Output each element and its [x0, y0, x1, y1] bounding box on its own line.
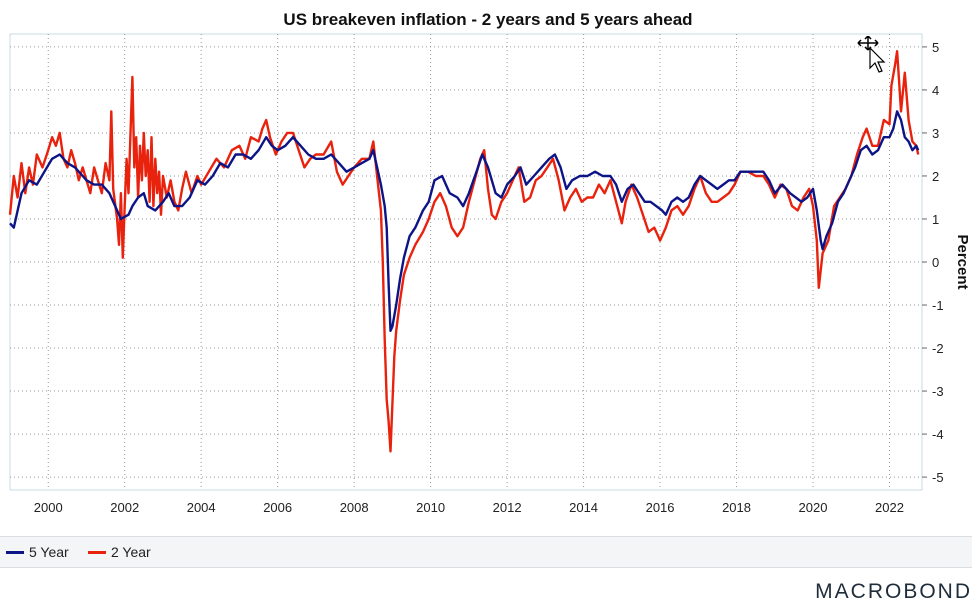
- x-tick-label: 2016: [646, 500, 675, 515]
- macrobond-logo: MACROBOND: [815, 580, 972, 603]
- y-tick-label: 3: [932, 126, 939, 141]
- gridlines: [10, 34, 922, 490]
- y-axis: 5 4 3 2 1 0 -1 -2 -3 -4 -5: [922, 40, 944, 485]
- x-axis: 2000 2002 2004 2006 2008 2010 2012 2014 2016 2018…: [34, 500, 904, 515]
- x-tick-label: 2014: [569, 500, 598, 515]
- legend-swatch-2-year: [88, 550, 106, 554]
- x-tick-label: 2012: [493, 500, 522, 515]
- series-line-2-year: [8, 50, 920, 453]
- y-tick-label: 2: [932, 169, 939, 184]
- y-tick-label: -5: [932, 470, 944, 485]
- legend-label: 5 Year: [29, 544, 69, 560]
- y-tick-label: 4: [932, 83, 939, 98]
- x-tick-label: 2000: [34, 500, 63, 515]
- series-group: [8, 50, 920, 453]
- legend-label: 2 Year: [111, 544, 151, 560]
- legend-item-2-year[interactable]: 2 Year: [88, 544, 151, 560]
- legend: 5 Year 2 Year: [0, 536, 972, 568]
- y-tick-label: -3: [932, 384, 944, 399]
- x-tick-label: 2022: [875, 500, 904, 515]
- move-cursor-icon: [857, 36, 886, 73]
- y-tick-label: 5: [932, 40, 939, 55]
- y-tick-label: 1: [932, 212, 939, 227]
- x-tick-label: 2002: [110, 500, 139, 515]
- legend-swatch-5-year: [6, 550, 24, 554]
- x-tick-label: 2010: [416, 500, 445, 515]
- y-tick-label: 0: [932, 255, 939, 270]
- chart-title: US breakeven inflation - 2 years and 5 y…: [283, 10, 692, 29]
- y-axis-label: Percent: [954, 234, 971, 289]
- x-tick-label: 2018: [722, 500, 751, 515]
- y-tick-label: -1: [932, 298, 944, 313]
- y-tick-label: -4: [932, 427, 944, 442]
- x-tick-label: 2020: [799, 500, 828, 515]
- legend-item-5-year[interactable]: 5 Year: [6, 544, 69, 560]
- x-tick-label: 2004: [187, 500, 216, 515]
- series-line-5-year: [9, 110, 920, 332]
- y-tick-label: -2: [932, 341, 944, 356]
- x-tick-label: 2008: [340, 500, 369, 515]
- x-tick-label: 2006: [263, 500, 292, 515]
